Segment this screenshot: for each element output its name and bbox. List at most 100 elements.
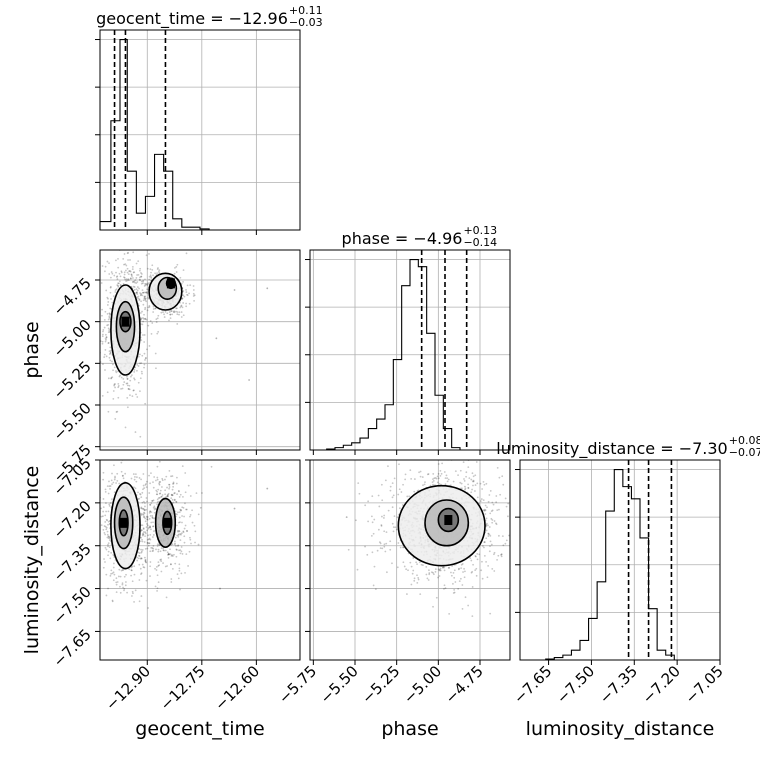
scatter-point: [194, 530, 197, 533]
scatter-point: [377, 528, 380, 531]
scatter-point: [185, 553, 188, 556]
scatter-point: [112, 571, 115, 574]
scatter-point: [383, 543, 386, 546]
contour-level-1: [437, 507, 460, 533]
scatter-point: [485, 560, 487, 563]
scatter-point: [175, 307, 177, 310]
scatter-point: [120, 569, 123, 572]
scatter-point: [137, 557, 140, 560]
scatter-point: [139, 540, 142, 543]
scatter-point: [172, 481, 175, 484]
scatter-point: [148, 252, 150, 255]
scatter-point: [140, 536, 143, 539]
scatter-point: [136, 293, 139, 296]
scatter-point: [135, 262, 138, 265]
scatter-point: [169, 548, 171, 551]
scatter-point: [156, 268, 159, 271]
scatter-point: [157, 488, 160, 491]
scatter-point: [139, 390, 141, 393]
scatter-point: [483, 483, 486, 486]
scatter-point: [117, 266, 120, 269]
scatter-point: [124, 278, 127, 281]
scatter-point: [467, 466, 470, 468]
scatter-point: [185, 508, 188, 511]
scatter-point: [183, 295, 186, 298]
scatter-point: [422, 484, 424, 487]
scatter-point: [437, 568, 440, 571]
scatter-point: [443, 566, 446, 569]
scatter-point: [154, 585, 157, 588]
scatter-point: [144, 278, 146, 281]
scatter-point: [144, 318, 147, 320]
scatter-point: [122, 477, 125, 480]
scatter-point: [102, 515, 104, 518]
scatter-point: [106, 533, 109, 536]
scatter-point: [495, 522, 497, 525]
scatter-point: [126, 591, 128, 594]
scatter-point: [131, 275, 133, 277]
scatter-point: [408, 495, 411, 498]
scatter-point: [119, 591, 122, 594]
scatter-point: [149, 550, 152, 553]
scatter-point: [164, 493, 166, 496]
scatter-point: [142, 531, 145, 533]
scatter-point: [419, 593, 422, 595]
x-tick-label: −5.75: [275, 662, 320, 707]
scatter-point: [104, 369, 106, 371]
scatter-point: [114, 291, 117, 293]
scatter-point: [116, 275, 119, 278]
title-plus-geocent_time: +0.11: [289, 4, 323, 17]
scatter-point: [139, 493, 142, 496]
scatter-point: [174, 542, 176, 545]
scatter-point: [345, 516, 348, 519]
scatter-point: [147, 296, 150, 299]
scatter-point: [133, 368, 136, 371]
scatter-point: [109, 574, 112, 577]
scatter-point: [356, 568, 359, 571]
scatter-point: [160, 495, 163, 498]
scatter-point: [171, 494, 174, 497]
scatter-point: [109, 286, 112, 289]
scatter-point: [215, 337, 218, 340]
scatter-point: [467, 487, 470, 489]
scatter-point: [176, 573, 179, 576]
scatter-point: [140, 478, 142, 481]
scatter-point: [103, 326, 106, 329]
scatter-point: [126, 271, 129, 274]
scatter-point: [161, 479, 164, 482]
scatter-point: [116, 472, 119, 475]
scatter-point: [131, 395, 134, 398]
scatter-point: [107, 297, 109, 300]
scatter-point: [148, 474, 150, 477]
scatter-point: [145, 480, 148, 483]
scatter-point: [159, 489, 162, 492]
scatter-point: [501, 475, 504, 478]
scatter-point: [158, 269, 161, 272]
scatter-point: [165, 495, 168, 498]
scatter-point: [130, 569, 133, 572]
scatter-point: [440, 472, 443, 475]
scatter-point: [118, 282, 120, 285]
scatter-point: [133, 271, 136, 274]
scatter-point: [144, 306, 147, 309]
panel-frame: [99, 249, 301, 451]
scatter-point: [139, 567, 142, 570]
scatter-point: [182, 302, 185, 304]
scatter-point: [367, 500, 370, 503]
scatter-point: [192, 289, 195, 291]
scatter-point: [384, 550, 387, 553]
scatter-point: [178, 511, 181, 514]
scatter-point: [132, 473, 135, 475]
scatter-point: [135, 393, 137, 396]
scatter-point: [404, 473, 407, 476]
scatter-point: [152, 534, 155, 536]
scatter-point: [123, 276, 125, 279]
scatter-point: [468, 477, 471, 480]
scatter-point: [447, 567, 450, 569]
scatter-point: [141, 538, 143, 541]
scatter-point: [132, 280, 134, 283]
scatter-point: [166, 495, 169, 498]
scatter-point: [139, 557, 142, 560]
scatter-point: [143, 487, 146, 489]
scatter-point: [152, 536, 154, 538]
